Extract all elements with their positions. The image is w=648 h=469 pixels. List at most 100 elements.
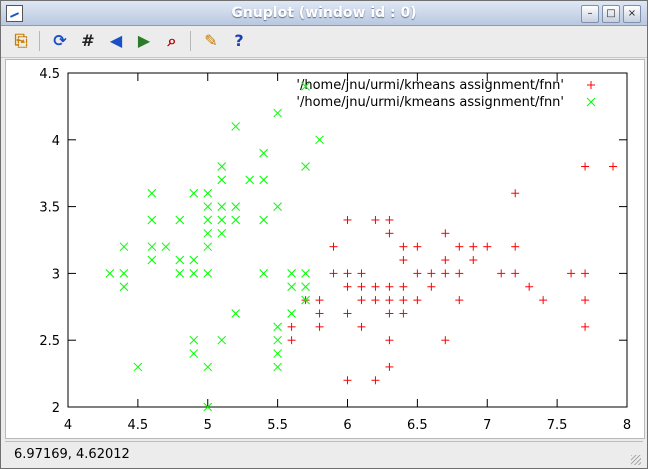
x-tick-label: 5.5 (267, 418, 288, 433)
autoscale-icon[interactable]: ⌕ (167, 31, 177, 50)
y-tick-label: 4 (52, 134, 60, 149)
data-point-series-1 (343, 376, 352, 385)
x-tick-label: 6.5 (407, 418, 428, 433)
data-point-series-2 (203, 269, 213, 278)
data-point-series-2 (105, 269, 115, 278)
data-point-series-1 (371, 282, 380, 291)
data-point-series-1 (455, 242, 464, 251)
help-icon[interactable]: ? (234, 31, 244, 50)
data-point-series-2 (273, 349, 282, 358)
plot-border (67, 72, 628, 408)
data-point-series-1 (581, 269, 590, 278)
data-point-series-1 (581, 296, 590, 305)
toolbar: ⎘ ⟳ # ◀ ▶ ⌕ ✎ ? (1, 26, 647, 58)
data-point-series-2 (161, 242, 171, 252)
data-point-series-2 (203, 402, 213, 412)
data-point-series-1 (343, 282, 352, 291)
data-point-series-2 (231, 202, 241, 211)
data-point-series-2 (301, 162, 310, 171)
data-point-series-2 (175, 255, 185, 265)
data-point-series-1 (385, 229, 394, 238)
y-tick-label: 3.5 (39, 201, 60, 216)
y-tick-label: 4.5 (39, 67, 60, 82)
data-point-series-1 (497, 269, 506, 278)
y-tick-label: 2 (52, 401, 60, 416)
data-point-series-2 (301, 295, 310, 305)
data-point-series-2 (189, 255, 199, 265)
data-point-series-2 (189, 269, 199, 278)
data-point-series-2 (203, 202, 213, 211)
scatter-chart[interactable]: 4 4.5 5 5.5 6 6.5 7 7.5 8 2 2.5 3 3.5 4 4.5 '/home/jnu/… (6, 60, 644, 438)
data-point-series-1 (287, 322, 296, 331)
config-icon[interactable]: ✎ (204, 31, 218, 50)
data-point-series-1 (343, 309, 352, 318)
data-point-series-2 (217, 228, 227, 238)
data-point-series-1 (385, 215, 394, 224)
data-point-series-2 (231, 122, 241, 131)
x-tick-label: 7.5 (547, 418, 568, 433)
y-tick-label: 3 (52, 267, 60, 282)
data-point-series-2 (189, 349, 199, 358)
data-point-series-1 (315, 322, 324, 331)
data-point-series-1 (287, 336, 296, 345)
data-point-series-2 (273, 335, 282, 345)
title-bar[interactable]: Gnuplot (window id : 0) – □ × (1, 1, 647, 26)
legend-marker-series-1 (587, 81, 595, 89)
resize-grip[interactable] (631, 455, 641, 465)
next-zoom-icon[interactable]: ▶ (137, 31, 151, 50)
window-title: Gnuplot (window id : 0) (231, 5, 417, 21)
grid-icon[interactable]: # (81, 31, 95, 50)
data-point-series-1 (427, 269, 436, 278)
data-point-series-2 (217, 175, 227, 185)
data-point-series-2 (147, 215, 157, 225)
data-point-series-1 (567, 269, 576, 278)
y-tick-label: 2.5 (39, 334, 60, 349)
close-button[interactable]: × (623, 5, 641, 23)
toolbar-separator (190, 31, 191, 51)
data-point-series-2 (217, 162, 227, 171)
data-point-series-1 (511, 189, 520, 198)
data-point-series-1 (441, 256, 450, 265)
legend-label-series-1: '/home/jnu/urmi/kmeans assignment/fnn' (296, 78, 564, 93)
data-point-series-2 (217, 335, 227, 345)
data-point-series-1 (455, 296, 464, 305)
data-point-series-2 (245, 175, 255, 185)
data-point-series-2 (217, 202, 227, 211)
data-point-series-1 (343, 215, 352, 224)
data-point-series-2 (203, 362, 213, 372)
data-point-series-1 (315, 309, 324, 318)
data-point-series-1 (399, 242, 408, 251)
data-point-series-1 (441, 336, 450, 345)
data-point-series-1 (399, 309, 408, 318)
data-point-series-1 (357, 296, 366, 305)
data-point-series-2 (203, 228, 213, 238)
data-point-series-2 (203, 242, 213, 252)
replot-icon[interactable]: ⟳ (53, 31, 67, 50)
previous-zoom-icon[interactable]: ◀ (109, 31, 123, 50)
data-point-series-1 (329, 242, 338, 251)
data-point-series-2 (301, 269, 310, 278)
plot-area[interactable]: 4 4.5 5 5.5 6 6.5 7 7.5 8 2 2.5 3 3.5 4 4.5 '/home/jnu/… (5, 59, 645, 439)
data-point-series-2 (315, 135, 324, 145)
data-point-series-1 (511, 269, 520, 278)
copy-to-clipboard-icon[interactable]: ⎘ (14, 31, 28, 50)
data-point-series-2 (189, 335, 199, 345)
data-point-series-1 (413, 296, 422, 305)
data-point-series-2 (147, 242, 157, 252)
data-point-series-2 (301, 282, 310, 292)
x-tick-label: 7 (483, 418, 491, 433)
legend-marker-series-2 (586, 97, 596, 107)
data-point-series-1 (539, 296, 548, 305)
data-point-series-2 (273, 322, 282, 332)
data-point-series-1 (511, 242, 520, 251)
data-point-series-2 (259, 148, 269, 158)
legend-label-series-2: '/home/jnu/urmi/kmeans assignment/fnn' (296, 95, 564, 110)
minimize-button[interactable]: – (581, 5, 599, 23)
data-point-series-1 (427, 282, 436, 291)
data-point-series-2 (287, 269, 296, 278)
maximize-button[interactable]: □ (602, 5, 620, 23)
data-point-series-1 (609, 162, 618, 171)
data-point-series-2 (119, 282, 129, 292)
data-point-series-2 (203, 215, 213, 225)
data-point-series-1 (385, 336, 394, 345)
